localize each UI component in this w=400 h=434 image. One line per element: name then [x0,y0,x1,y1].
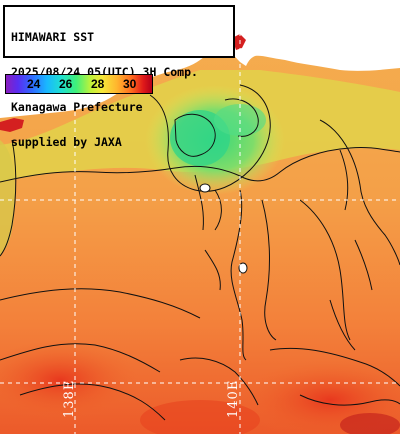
legend-tick-26: 26 [59,77,73,91]
hot-spot-se [340,413,400,434]
title-line-region: Kanagawa Prefecture [11,99,143,114]
sst-color-scale-bar [5,74,153,94]
sst-color-legend: 24 26 28 30 [5,74,153,94]
title-line-datetime: 2025/08/24 05(UTC) 3H Comp. [11,64,198,79]
island-south [238,262,248,274]
warm-patch-mid [140,400,260,434]
title-line-product: HIMAWARI SST [11,30,95,45]
sst-contours [0,84,400,421]
title-line-credit: supplied by JAXA [11,134,122,149]
warm-patch-sw [0,340,140,420]
legend-tick-30: 30 [123,77,137,91]
longitude-label-140e: 140E [226,379,241,418]
longitude-label-138e: 138E [62,379,77,418]
island-bay-mouth [199,183,211,193]
land-red-marker-ne [232,34,246,50]
land-red-marker [0,118,24,132]
map-title-box: HIMAWARI SST 2025/08/24 05(UTC) 3H Comp.… [3,5,235,147]
legend-tick-24: 24 [27,77,41,91]
legend-tick-28: 28 [91,77,105,91]
